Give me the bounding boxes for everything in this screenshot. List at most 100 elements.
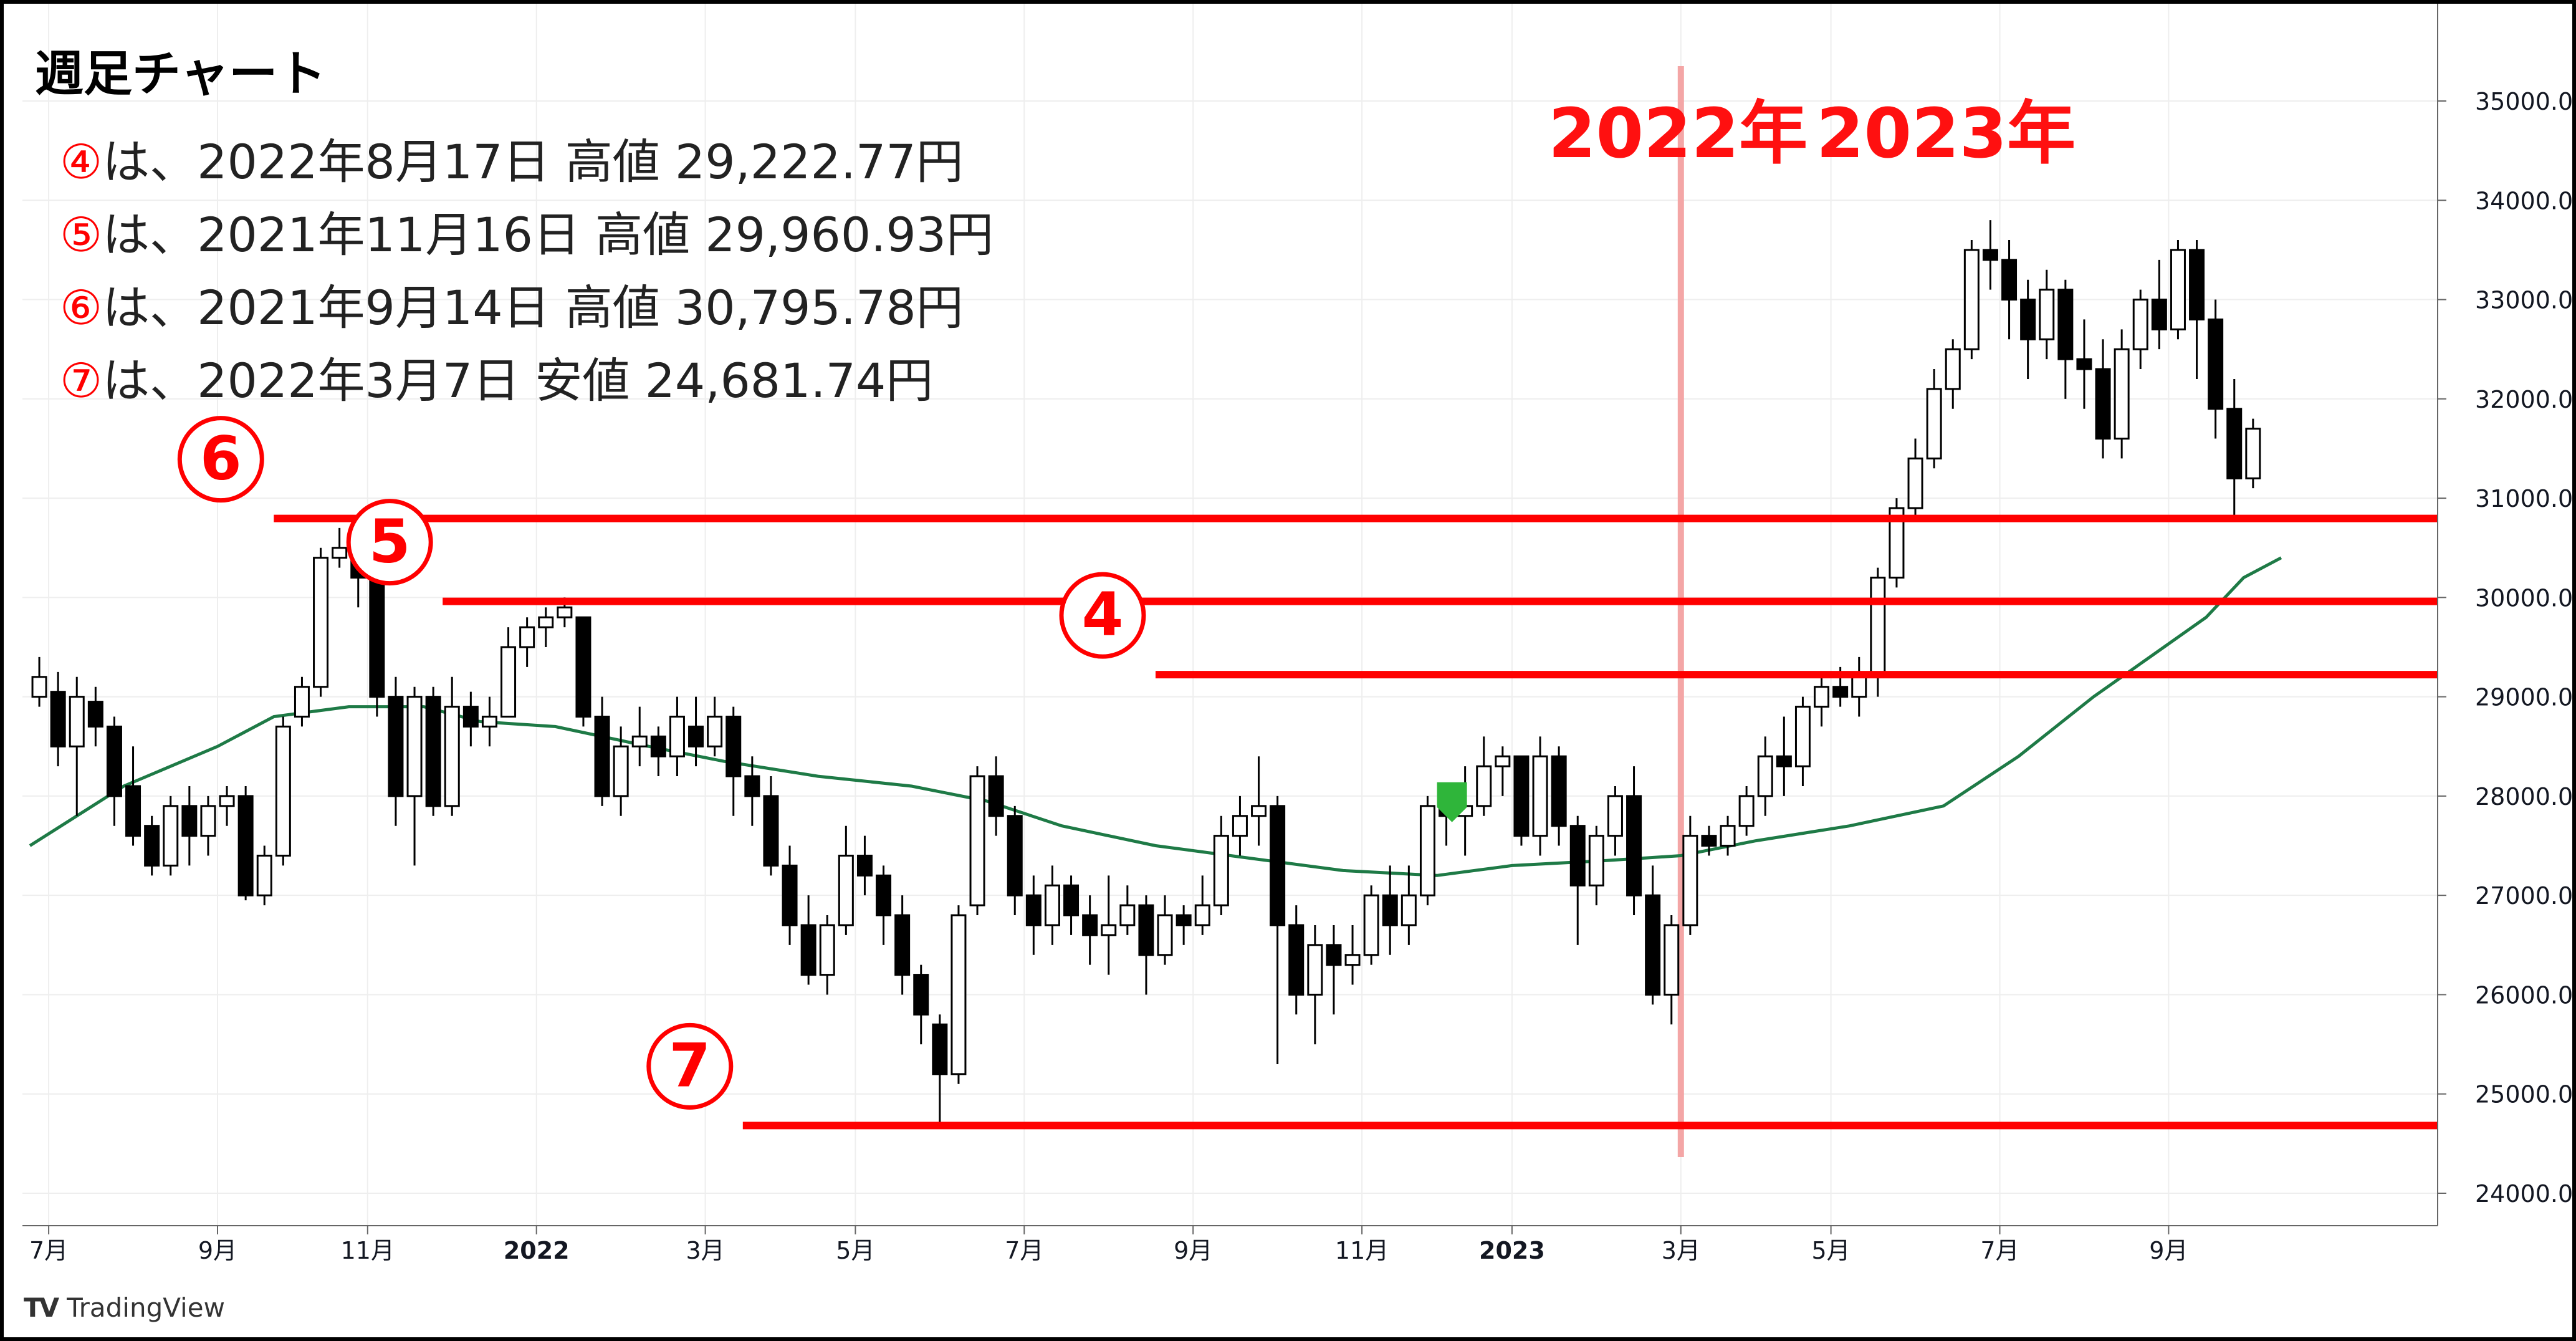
x-tick-label: 9月 — [2149, 1237, 2188, 1264]
note-text: は、2022年3月7日 安値 24,681.74円 — [102, 353, 934, 408]
candle-up — [519, 617, 535, 667]
candle-down — [462, 691, 479, 747]
candle-down — [2001, 239, 2018, 340]
candle-body — [1270, 805, 1286, 926]
candle-down — [1063, 875, 1080, 935]
candle-body — [462, 706, 479, 728]
candle-body — [1007, 815, 1023, 896]
candle-up — [1101, 875, 1117, 975]
note-7: ⑦は、2022年3月7日 安値 24,681.74円 — [60, 344, 994, 417]
candle-up — [294, 676, 310, 727]
candle-down — [87, 686, 103, 747]
x-tick-label: 3月 — [1662, 1237, 1700, 1264]
level-lines: 6 5 4 7 — [177, 416, 2438, 1130]
candle-body — [2039, 289, 2055, 340]
candle-up — [444, 676, 460, 816]
candle-body — [2020, 299, 2036, 340]
candle-up — [1664, 915, 1680, 1025]
candle-up — [275, 716, 291, 866]
candle-body — [1044, 884, 1060, 926]
candle-body — [1476, 765, 1492, 807]
candle-body — [557, 606, 573, 618]
candle-body — [294, 686, 310, 718]
candle-body — [950, 914, 967, 1075]
candle-up — [2132, 289, 2148, 370]
candle-down — [181, 786, 198, 866]
candle-body — [707, 715, 723, 747]
candle-down — [1138, 895, 1154, 995]
candle-down — [144, 815, 160, 876]
candle-body — [1926, 388, 1942, 459]
candle-body — [388, 696, 404, 797]
candle-up — [1682, 815, 1698, 935]
candle-body — [669, 715, 685, 757]
candle-up — [1851, 656, 1867, 717]
candle-body — [332, 547, 348, 559]
candle-body — [425, 696, 441, 807]
candle-body — [1851, 676, 1867, 698]
candle-body — [1945, 348, 1961, 390]
candle-body — [1138, 904, 1154, 956]
candle-body — [1682, 835, 1698, 926]
candle-down — [1569, 815, 1586, 945]
x-tick-label: 3月 — [686, 1237, 725, 1264]
candle-up — [1495, 746, 1511, 796]
level-mark-label: 6 — [200, 424, 242, 494]
candle-up — [838, 825, 854, 935]
candle-down — [650, 726, 666, 777]
candle-up — [406, 686, 423, 866]
y-tick-label: 33000.00 — [2475, 287, 2572, 314]
candle-body — [1889, 507, 1905, 579]
candle-body — [2245, 428, 2261, 479]
candle-body — [1757, 755, 1773, 797]
candle-body — [988, 775, 1004, 817]
candle-up — [1232, 795, 1248, 856]
candle-up — [1945, 339, 1961, 409]
candle-body — [237, 795, 254, 896]
year-label-2022: 2022年 — [1548, 94, 1808, 173]
candle-body — [1645, 894, 1661, 996]
candles — [31, 220, 2261, 1124]
candle-down — [2020, 279, 2036, 379]
candle-body — [1307, 944, 1323, 996]
candle-up — [538, 607, 554, 647]
candle-down — [1645, 865, 1661, 1005]
candle-body — [219, 795, 235, 807]
candle-up — [481, 696, 497, 747]
candle-down — [688, 696, 704, 767]
candle-down — [1025, 875, 1041, 955]
y-tick-label: 30000.00 — [2475, 584, 2572, 612]
candle-body — [1588, 835, 1604, 887]
note-mark: ⑦ — [60, 353, 103, 408]
candle-body — [913, 974, 929, 1016]
note-4: ④は、2022年8月17日 高値 29,222.77円 — [60, 125, 994, 198]
candle-up — [2039, 269, 2055, 360]
candle-up — [500, 627, 517, 718]
candle-down — [2189, 239, 2205, 379]
candle-body — [2057, 289, 2074, 360]
candle-up — [819, 915, 835, 995]
candle-body — [163, 805, 179, 867]
candle-up — [669, 696, 685, 777]
candle-up — [200, 795, 216, 856]
y-tick-label: 32000.00 — [2475, 386, 2572, 413]
candle-body — [256, 854, 272, 896]
candle-down — [425, 686, 441, 816]
candle-body — [1551, 755, 1567, 827]
candle-body — [2189, 249, 2205, 320]
tv-icon: TV — [24, 1292, 59, 1323]
y-tick-label: 34000.00 — [2475, 187, 2572, 214]
level-mark-circle — [646, 1022, 734, 1110]
candle-body — [275, 725, 291, 857]
candle-body — [519, 626, 535, 648]
candle-down — [913, 964, 929, 1045]
candle-body — [800, 924, 816, 976]
candle-body — [2001, 259, 2018, 301]
candle-up — [219, 786, 235, 826]
candle-up — [31, 656, 47, 707]
candle-body — [969, 775, 985, 906]
candle-body — [1157, 914, 1173, 956]
candle-down — [2057, 279, 2074, 399]
candlestick-chart: 6 5 4 7 24000.00 25000.00 26000.00 27000.00 280… — [22, 4, 2572, 1264]
